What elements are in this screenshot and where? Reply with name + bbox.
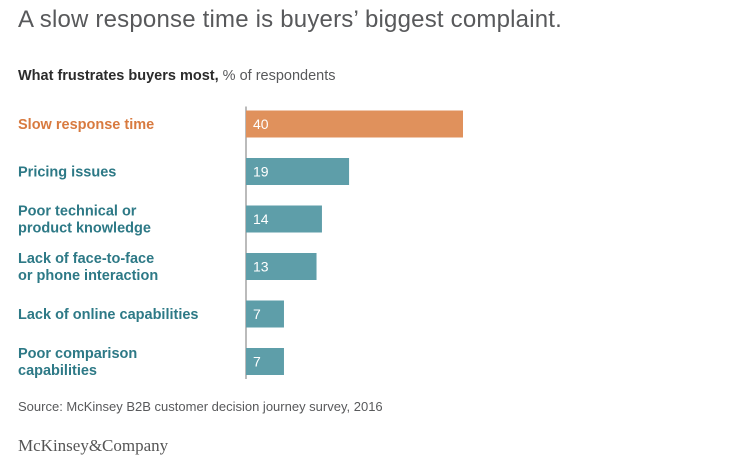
bar-value-label-1: 40 — [253, 116, 269, 132]
chart-subtitle-bold: What frustrates buyers most, — [18, 68, 219, 84]
bar-chart: 40 Slow response time 19 Pricing issues 14 Po… — [18, 106, 463, 379]
category-label-line: or phone interaction — [18, 268, 158, 284]
bar-1 — [246, 110, 463, 138]
company-logo: McKinsey&Company — [18, 436, 169, 455]
category-label-line: Poor comparison — [18, 346, 137, 362]
category-label-6: Poor comparison capabilities — [18, 346, 137, 379]
chart-subtitle-unit: % of respondents — [222, 68, 336, 84]
category-label-2: Pricing issues — [18, 165, 116, 181]
category-label-line: Lack of face-to-face — [18, 251, 154, 267]
bar-5 — [246, 300, 284, 328]
bar-value-label-3: 14 — [253, 211, 269, 227]
page-title: A slow response time is buyers’ biggest … — [18, 6, 563, 33]
source-note: Source: McKinsey B2B customer decision j… — [18, 399, 383, 414]
category-label-line: Lack of online capabilities — [18, 307, 199, 323]
category-label-line: Slow response time — [18, 117, 154, 133]
category-label-line: Pricing issues — [18, 165, 116, 181]
bar-6 — [246, 348, 284, 375]
bar-value-label-2: 19 — [253, 164, 269, 180]
category-label-line: Poor technical or — [18, 204, 137, 220]
bar-4 — [246, 253, 317, 280]
category-label-1: Slow response time — [18, 117, 154, 133]
category-label-3: Poor technical or product knowledge — [18, 204, 151, 237]
bar-3 — [246, 205, 322, 233]
bar-value-label-4: 13 — [253, 259, 269, 275]
bar-2 — [246, 158, 350, 185]
bar-value-label-6: 7 — [253, 354, 261, 370]
chart-subtitle: What frustrates buyers most, % of respon… — [18, 68, 336, 84]
category-label-5: Lack of online capabilities — [18, 307, 199, 323]
category-label-line: product knowledge — [18, 221, 151, 237]
category-label-4: Lack of face-to-face or phone interaction — [18, 251, 158, 284]
category-label-line: capabilities — [18, 363, 97, 379]
bar-value-label-5: 7 — [253, 306, 261, 322]
